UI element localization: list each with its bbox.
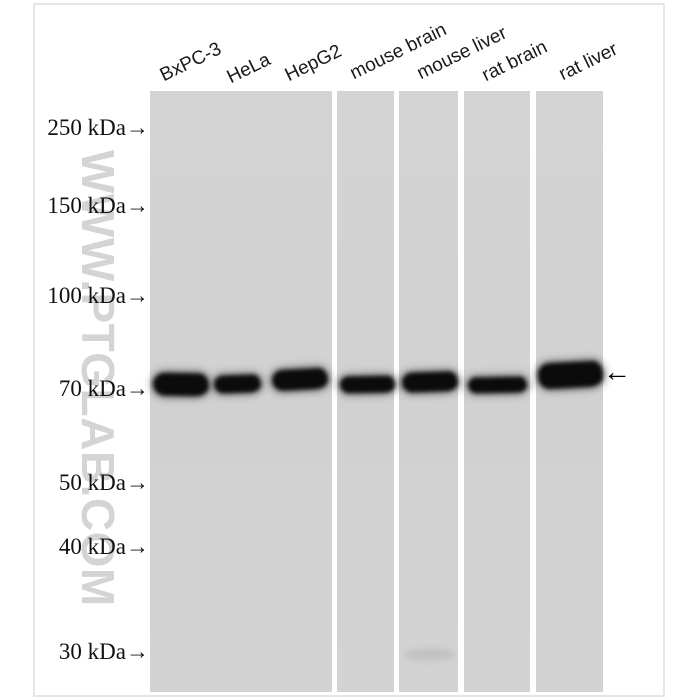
mw-marker-label: 30 kDa	[58, 639, 126, 664]
mw-marker-row: 250 kDa→	[47, 114, 149, 142]
mw-marker-row: 70 kDa→	[59, 375, 149, 403]
photo-frame-border	[33, 3, 665, 697]
protein-band	[213, 374, 262, 394]
right-arrow-icon: →	[126, 534, 149, 559]
protein-band	[537, 360, 604, 390]
mw-marker-row: 40 kDa→	[59, 533, 149, 561]
right-arrow-icon: →	[126, 470, 149, 495]
membrane-panel-5	[536, 91, 603, 692]
mw-marker-label: 150 kDa	[47, 193, 126, 218]
mw-marker-label: 40 kDa	[58, 534, 126, 559]
mw-marker-label: 250 kDa	[47, 115, 126, 140]
protein-band	[401, 371, 459, 393]
mw-marker-row: 150 kDa→	[47, 192, 149, 220]
mw-marker-row: 30 kDa→	[59, 638, 149, 666]
right-arrow-icon: →	[126, 376, 149, 401]
protein-band	[152, 372, 210, 397]
band-pointer-arrow-icon: ←	[603, 357, 631, 388]
protein-band	[339, 375, 396, 394]
mw-marker-label: 100 kDa	[47, 283, 126, 308]
membrane-smudge	[404, 648, 456, 661]
mw-marker-row: 100 kDa→	[47, 282, 149, 310]
right-arrow-icon: →	[126, 639, 149, 664]
right-arrow-icon: →	[126, 193, 149, 218]
right-arrow-icon: →	[126, 115, 149, 140]
right-arrow-icon: →	[126, 283, 149, 308]
mw-marker-label: 50 kDa	[58, 470, 126, 495]
protein-band	[271, 367, 329, 392]
mw-marker-label: 70 kDa	[58, 376, 126, 401]
mw-marker-row: 50 kDa→	[59, 469, 149, 497]
protein-band	[467, 376, 528, 394]
